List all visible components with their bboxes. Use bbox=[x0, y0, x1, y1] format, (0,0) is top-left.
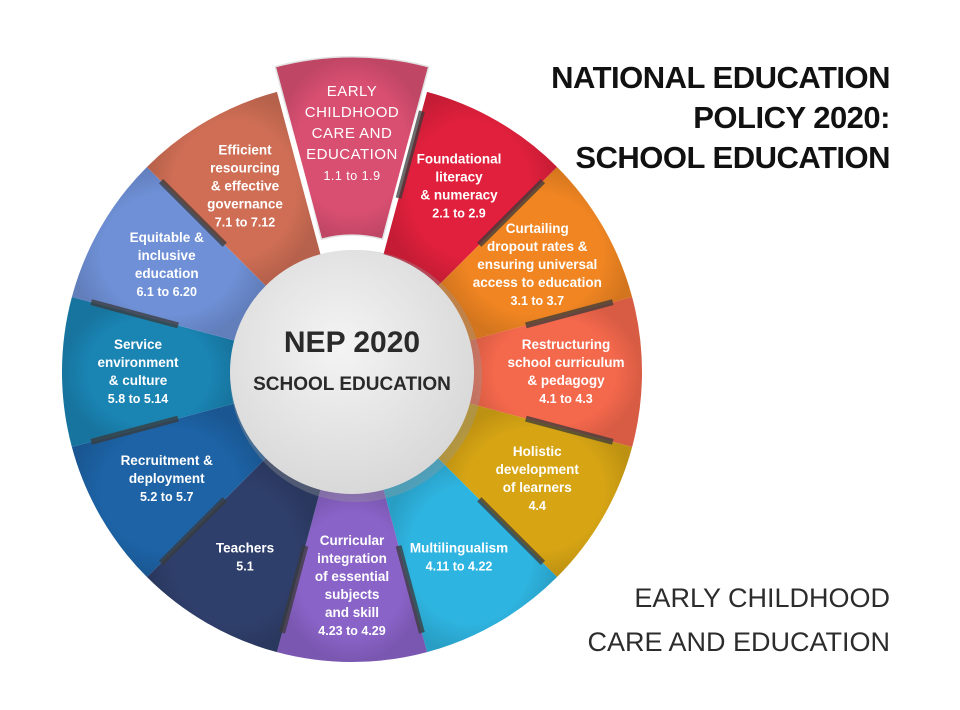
segment-shade bbox=[436, 403, 633, 578]
segment-label-holistic-development: Holistic development of learners 4.4 bbox=[496, 444, 580, 513]
subtitle-line: EARLY CHILDHOOD bbox=[634, 583, 890, 613]
segment-label-line: ensuring universal bbox=[477, 257, 597, 272]
segment-label-line: subjects bbox=[325, 587, 380, 602]
segment-range: 6.1 to 6.20 bbox=[136, 285, 196, 299]
segment-label-line: resourcing bbox=[210, 161, 280, 176]
segment-range: 4.1 to 4.3 bbox=[539, 392, 593, 406]
segment-range: 5.8 to 5.14 bbox=[108, 392, 168, 406]
segment-label-line: Multilingualism bbox=[410, 540, 508, 555]
segment-label-line: development bbox=[496, 462, 580, 477]
segment-label-service-environment: Service environment & culture 5.8 to 5.14 bbox=[97, 337, 179, 406]
segment-label-line: & numeracy bbox=[420, 188, 498, 203]
segment-shade bbox=[383, 91, 558, 288]
segment-label-line: literacy bbox=[435, 170, 483, 185]
segment-shade bbox=[71, 166, 268, 341]
segment-separator bbox=[477, 178, 546, 247]
segment-range: 4.4 bbox=[529, 499, 546, 513]
title-line: SCHOOL EDUCATION bbox=[575, 140, 890, 175]
segment-label-line: access to education bbox=[473, 275, 602, 290]
subtitle-line: CARE AND EDUCATION bbox=[587, 627, 890, 657]
segment-range: 2.1 to 2.9 bbox=[432, 207, 486, 221]
segment-label-line: integration bbox=[317, 551, 387, 566]
segment-label-foundational-literacy: Foundational literacy & numeracy 2.1 to 2.9 bbox=[417, 152, 502, 221]
segment-label-line: dropout rates & bbox=[487, 239, 588, 254]
segment-range: 4.23 to 4.29 bbox=[318, 624, 385, 638]
segment-separator bbox=[90, 415, 179, 445]
segment-label-line: Foundational bbox=[417, 152, 502, 167]
segment-label-line: and skill bbox=[325, 605, 379, 620]
segment-label-curtailing-dropout: Curtailing dropout rates & ensuring univer… bbox=[473, 221, 602, 308]
segment-label-equitable-inclusive: Equitable & inclusive education 6.1 to 6.20 bbox=[130, 230, 205, 299]
segment-separator bbox=[158, 497, 227, 566]
segment-label-line: CHILDHOOD bbox=[305, 104, 400, 121]
segment-shade bbox=[146, 456, 321, 653]
segment-separator bbox=[525, 415, 614, 445]
segment-shade bbox=[383, 456, 558, 653]
segment-shade bbox=[71, 403, 268, 578]
segment-range: 7.1 to 7.12 bbox=[215, 216, 275, 230]
page-title: NATIONAL EDUCATION POLICY 2020: SCHOOL E… bbox=[551, 58, 890, 178]
segment-label-line: of learners bbox=[503, 480, 572, 495]
center-title: NEP 2020 bbox=[284, 326, 420, 359]
segment-range: 3.1 to 3.7 bbox=[511, 294, 565, 308]
segment-label-line: deployment bbox=[129, 471, 205, 486]
segment-label-early-childhood-care: EARLY CHILDHOOD CARE AND EDUCATION 1.1 to 1.… bbox=[305, 83, 400, 183]
segment-shade bbox=[276, 487, 428, 663]
segment-shade bbox=[274, 55, 430, 241]
segment-range: 5.2 to 5.7 bbox=[140, 490, 194, 504]
segment-label-line: inclusive bbox=[138, 248, 196, 263]
separators-group bbox=[90, 110, 614, 634]
segment-label-line: environment bbox=[97, 355, 179, 370]
segment-label-line: & culture bbox=[109, 373, 168, 388]
segment-label-line: Equitable & bbox=[130, 230, 205, 245]
segment-label-line: governance bbox=[207, 197, 283, 212]
segment-label-line: Holistic bbox=[513, 444, 562, 459]
segment-label-teachers: Teachers 5.1 bbox=[216, 540, 274, 573]
segment-label-line: & effective bbox=[211, 179, 280, 194]
title-line: POLICY 2020: bbox=[693, 100, 890, 135]
title-line: NATIONAL EDUCATION bbox=[551, 60, 890, 95]
segment-separator bbox=[279, 545, 309, 634]
segment-label-efficient-resourcing: Efficient resourcing & effective governance… bbox=[207, 143, 283, 230]
segment-range: 1.1 to 1.9 bbox=[323, 169, 380, 183]
segment-separator bbox=[90, 299, 179, 329]
segment-label-line: CARE AND bbox=[312, 125, 393, 142]
segment-label-curricular-integration: Curricular integration of essential subject… bbox=[315, 533, 389, 638]
segment-label-line: education bbox=[135, 266, 199, 281]
segment-shade bbox=[146, 91, 321, 288]
segment-separator bbox=[477, 497, 546, 566]
page-subtitle: EARLY CHILDHOOD CARE AND EDUCATION bbox=[587, 576, 890, 664]
segment-label-line: school curriculum bbox=[507, 355, 624, 370]
segment-label-line: Service bbox=[114, 337, 163, 352]
segment-shade bbox=[61, 296, 237, 448]
segment-label-multilingualism: Multilingualism 4.11 to 4.22 bbox=[410, 540, 508, 573]
segment-label-line: Efficient bbox=[218, 143, 272, 158]
segment-label-line: Recruitment & bbox=[121, 453, 214, 468]
segment-separator bbox=[158, 178, 227, 247]
segment-label-line: Curtailing bbox=[506, 221, 569, 236]
segment-separator bbox=[395, 545, 425, 634]
segments-group bbox=[61, 54, 643, 663]
segment-labels-group: EARLY CHILDHOOD CARE AND EDUCATION 1.1 to 1.… bbox=[97, 83, 624, 638]
segment-label-recruitment-deployment: Recruitment & deployment 5.2 to 5.7 bbox=[121, 453, 214, 504]
segment-label-line: Curricular bbox=[320, 533, 385, 548]
center-subtitle: SCHOOL EDUCATION bbox=[253, 374, 451, 395]
segment-range: 4.11 to 4.22 bbox=[426, 559, 493, 573]
segment-shade bbox=[467, 296, 643, 448]
segment-shade bbox=[436, 166, 633, 341]
segment-label-line: Teachers bbox=[216, 540, 274, 555]
segment-label-line: EDUCATION bbox=[306, 146, 398, 163]
segment-label-restructuring-curriculum: Restructuring school curriculum & pedagogy… bbox=[507, 337, 624, 406]
segment-separator bbox=[395, 110, 425, 199]
segment-separator bbox=[525, 299, 614, 329]
center-hub bbox=[230, 250, 474, 494]
segment-label-line: of essential bbox=[315, 569, 389, 584]
segment-label-line: EARLY bbox=[327, 83, 378, 100]
segment-range: 5.1 bbox=[236, 559, 253, 573]
segment-label-line: Restructuring bbox=[522, 337, 611, 352]
segment-label-line: & pedagogy bbox=[527, 373, 605, 388]
